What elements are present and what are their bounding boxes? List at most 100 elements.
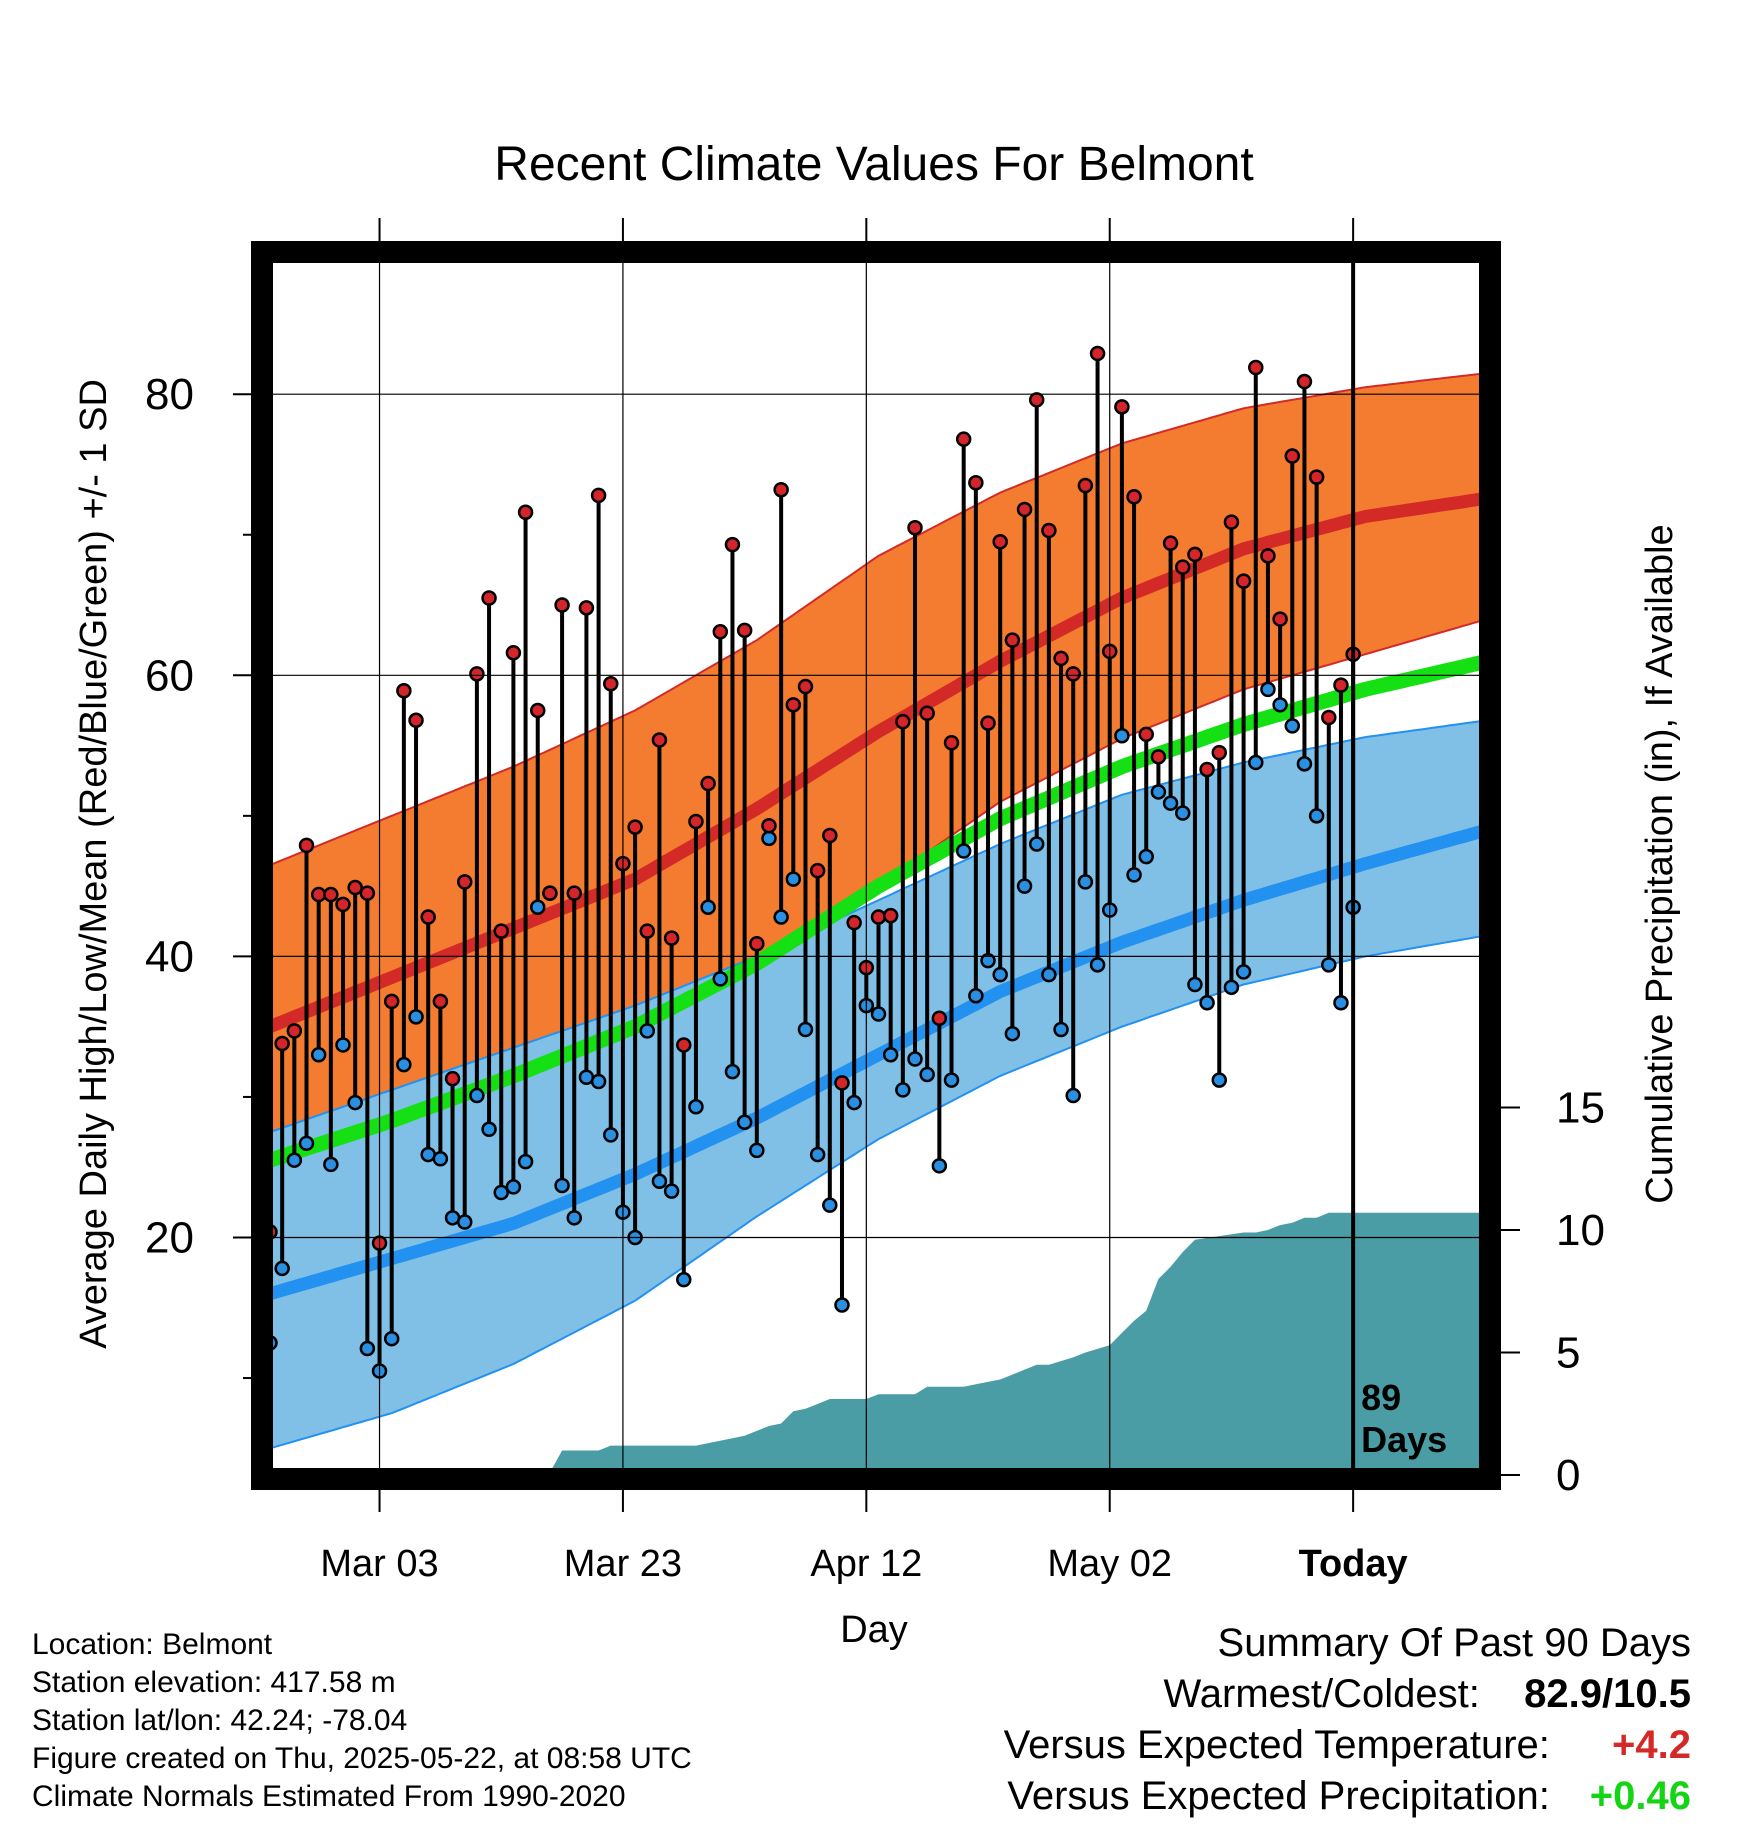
y2-tick-label: 0 [1556,1451,1580,1500]
daily-high-point [955,431,972,447]
daily-low-point [736,1114,753,1130]
daily-high-point [1296,373,1313,390]
daily-low-point [603,1127,619,1143]
daily-low-point [274,1260,290,1277]
plot-frame [251,241,1501,1490]
daily-low-point [1211,1072,1228,1088]
y2-tick-label: 5 [1556,1329,1580,1378]
info-location: Location: Belmont [32,1628,273,1661]
daily-high-point [359,885,376,901]
station-info: Location: Belmont Station elevation: 417… [32,1626,692,1816]
daily-low-point [1089,957,1106,973]
daily-high-point [1321,709,1337,726]
daily-low-point [310,1047,327,1063]
y-tick-label: 40 [145,932,194,981]
precip-value: +0.46 [1589,1774,1691,1818]
daily-high-point [736,622,753,639]
daily-high-point [347,879,363,896]
daily-low-point [469,1087,485,1104]
temp-value: +4.2 [1612,1723,1691,1767]
x-tick-label: Apr 12 [810,1543,922,1585]
x-tick-label: Mar 03 [320,1543,438,1585]
daily-high-point [1248,359,1264,376]
daily-high-point [469,666,485,682]
daily-high-point [408,712,424,729]
daily-low-point [1126,867,1142,883]
daily-high-point [493,923,509,939]
daily-low-point [980,952,996,969]
daily-high-point [505,645,522,661]
daily-high-point [1016,501,1033,518]
daily-high-point [785,697,802,713]
y2-axis-label: Cumulative Precipitation (in), If Availa… [1639,524,1681,1203]
daily-low-point [286,1152,303,1168]
daily-high-point [481,590,497,606]
daily-high-point [286,1023,303,1039]
daily-low-point [834,1297,850,1313]
daily-low-point [931,1158,948,1174]
daily-low-point [1321,957,1337,973]
daily-high-point [980,715,996,731]
daily-high-point [968,474,984,491]
daily-high-point [822,827,838,844]
daily-high-point [517,504,534,521]
daily-high-point [992,534,1008,550]
daily-low-point [566,1210,582,1226]
daily-low-point [1162,795,1179,811]
daily-low-point [1150,784,1167,800]
daily-low-point [1235,964,1252,980]
daily-low-point [712,971,729,987]
daily-high-point [919,705,935,721]
temp-label: Versus Expected Temperature: [1003,1723,1550,1767]
daily-low-point [1248,754,1264,771]
low-normal-band [269,719,1487,1450]
daily-high-point [931,1010,948,1026]
precip-area [270,1212,1487,1475]
daily-low-point [663,1183,680,1199]
daily-low-point [481,1121,497,1138]
daily-low-point [761,830,777,847]
daily-low-point [1028,836,1045,852]
daily-low-point [968,988,984,1004]
axes: 20 40 60 80 0 5 10 15 Mar 03 Mar 23 Apr 12 May 02 To… [145,218,1605,1585]
daily-low-point [919,1066,935,1083]
daily-low-point [456,1214,473,1230]
daily-high-point [724,536,741,553]
summary-temp: Versus Expected Temperature: +4.2 [1004,1720,1691,1771]
daily-low-point [396,1056,412,1073]
daily-high-point [432,993,449,1010]
daily-high-point [846,914,862,931]
info-elevation: Station elevation: 417.58 m [32,1666,396,1699]
summary-precip: Versus Expected Precipitation: +0.46 [1004,1771,1691,1822]
daily-low-point [882,1047,899,1063]
daily-high-point [396,683,412,699]
daily-high-point [809,862,826,879]
daily-high-point [529,702,546,719]
daily-low-point [651,1173,668,1190]
summary-panel: Summary Of Past 90 Days Warmest/Coldest:… [1004,1618,1691,1822]
daily-high-point [1126,489,1142,505]
daily-low-point [298,1135,315,1152]
daily-low-point [1223,979,1240,996]
daily-low-point [347,1094,363,1111]
daily-high-point [554,597,570,613]
daily-high-point [676,1037,692,1053]
daily-high-point [1260,548,1276,564]
daily-low-point [870,1006,887,1022]
daily-low-point [1114,727,1130,744]
daily-high-point [1138,726,1154,743]
daily-low-point [590,1073,607,1090]
daily-low-point [1138,848,1154,865]
daily-low-point [1175,805,1191,821]
daily-high-point [700,775,716,792]
daily-high-point [1284,448,1301,464]
summary-title: Summary Of Past 90 Days [1217,1621,1691,1665]
daily-low-point [359,1340,376,1357]
x-tick-label: May 02 [1047,1543,1172,1585]
info-latlon: Station lat/lon: 42.24; -78.04 [32,1704,408,1737]
daily-low-point [1065,1087,1081,1104]
daily-low-point [432,1151,449,1167]
daily-high-point [335,896,351,913]
daily-high-point [749,936,765,952]
daily-high-point [907,519,923,536]
